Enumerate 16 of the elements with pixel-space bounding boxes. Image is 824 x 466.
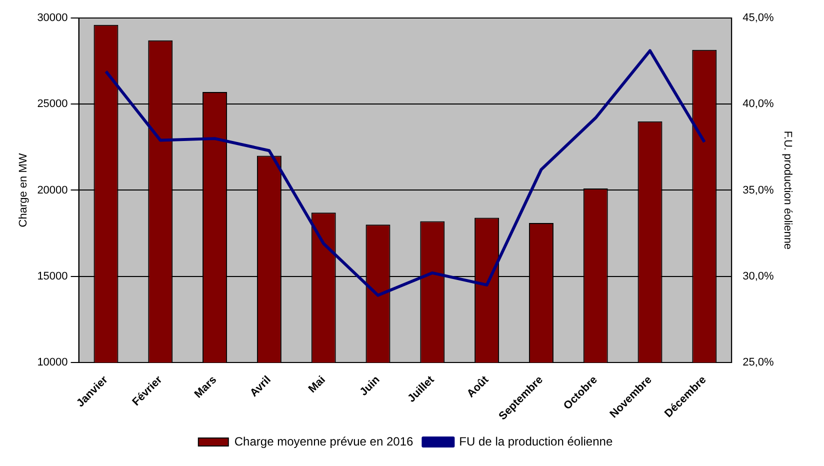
y-tick-label: 20000 — [37, 184, 68, 196]
x-tick-label: Juin — [358, 374, 382, 398]
y2-axis-title: F.U. production éolienne — [781, 130, 794, 250]
y2-tick-label: 25,0% — [742, 356, 774, 368]
y-axis-title: Charge en MW — [18, 152, 30, 228]
legend-label: Charge moyenne prévue en 2016 — [234, 434, 414, 448]
y-tick-label: 30000 — [37, 12, 68, 24]
legend-label: FU de la production éolienne — [459, 434, 613, 448]
y2-tick-label: 30,0% — [742, 270, 774, 282]
y2-tick-label: 45,0% — [742, 12, 774, 24]
y-tick-label: 15000 — [37, 270, 68, 282]
y2-tick-label: 40,0% — [742, 98, 774, 110]
y-tick-label: 10000 — [37, 356, 68, 368]
x-tick-label: Mai — [306, 374, 328, 396]
y2-tick-label: 35,0% — [742, 184, 774, 196]
y-tick-label: 25000 — [37, 98, 68, 110]
